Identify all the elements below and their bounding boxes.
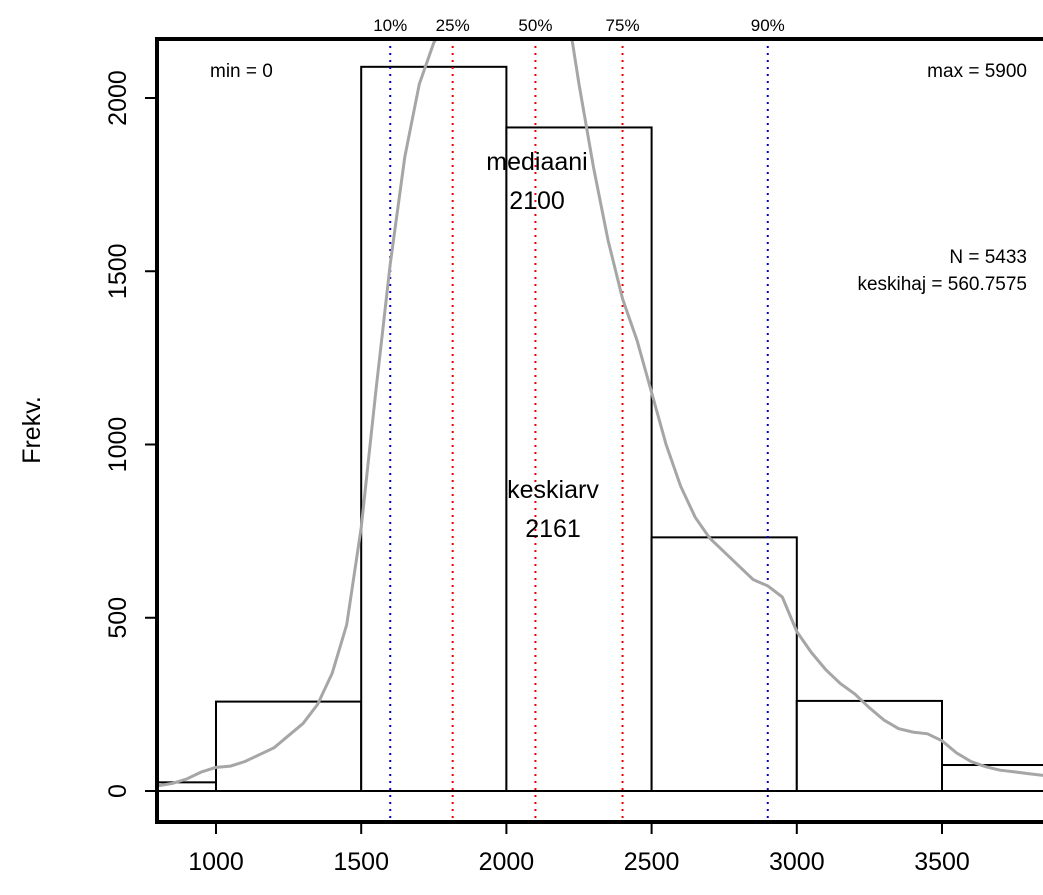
percentile-label: 50% <box>518 16 552 35</box>
histogram-bar <box>795 699 943 792</box>
x-tick-label: 2000 <box>479 848 535 876</box>
min-annotation: min = 0 <box>210 61 273 82</box>
percentile-labels: 10% 25% 50% 75% 90% <box>373 16 785 35</box>
histogram-bar <box>157 781 217 793</box>
sd-annotation: keskihaj = 560.7575 <box>857 274 1027 295</box>
density-curve <box>157 39 1043 788</box>
mean-label: keskiarv <box>507 476 599 504</box>
histogram-bars <box>157 65 1043 793</box>
y-tick-label: 500 <box>104 597 132 639</box>
histogram-bar <box>505 126 653 792</box>
max-annotation: max = 5900 <box>927 61 1027 82</box>
histogram-bar <box>650 536 798 792</box>
mean-value: 2161 <box>525 515 581 543</box>
n-annotation: N = 5433 <box>949 247 1027 268</box>
x-tick-label: 1500 <box>333 848 389 876</box>
percentile-label: 90% <box>751 16 785 35</box>
histogram-bar <box>215 700 363 793</box>
y-tick-label: 1500 <box>104 243 132 299</box>
percentile-label: 25% <box>436 16 470 35</box>
percentile-label: 10% <box>373 16 407 35</box>
median-value: 2100 <box>509 187 565 215</box>
histogram-bar <box>360 65 508 792</box>
percentile-lines <box>389 39 769 822</box>
y-axis-title: Frekv. <box>18 396 46 464</box>
y-tick-label: 0 <box>104 784 132 798</box>
y-tick-label: 2000 <box>104 70 132 126</box>
x-tick-label: 3000 <box>769 848 825 876</box>
x-axis: 1000 1500 2000 2500 3000 3500 <box>188 822 970 876</box>
y-tick-label: 1000 <box>104 417 132 473</box>
x-tick-label: 1000 <box>188 848 244 876</box>
median-label: mediaani <box>486 148 587 176</box>
x-tick-label: 2500 <box>624 848 680 876</box>
x-tick-label: 3500 <box>914 848 970 876</box>
y-axis: 0 500 1000 1500 2000 <box>104 70 157 798</box>
percentile-label: 75% <box>606 16 640 35</box>
plot-frame <box>155 37 1043 824</box>
